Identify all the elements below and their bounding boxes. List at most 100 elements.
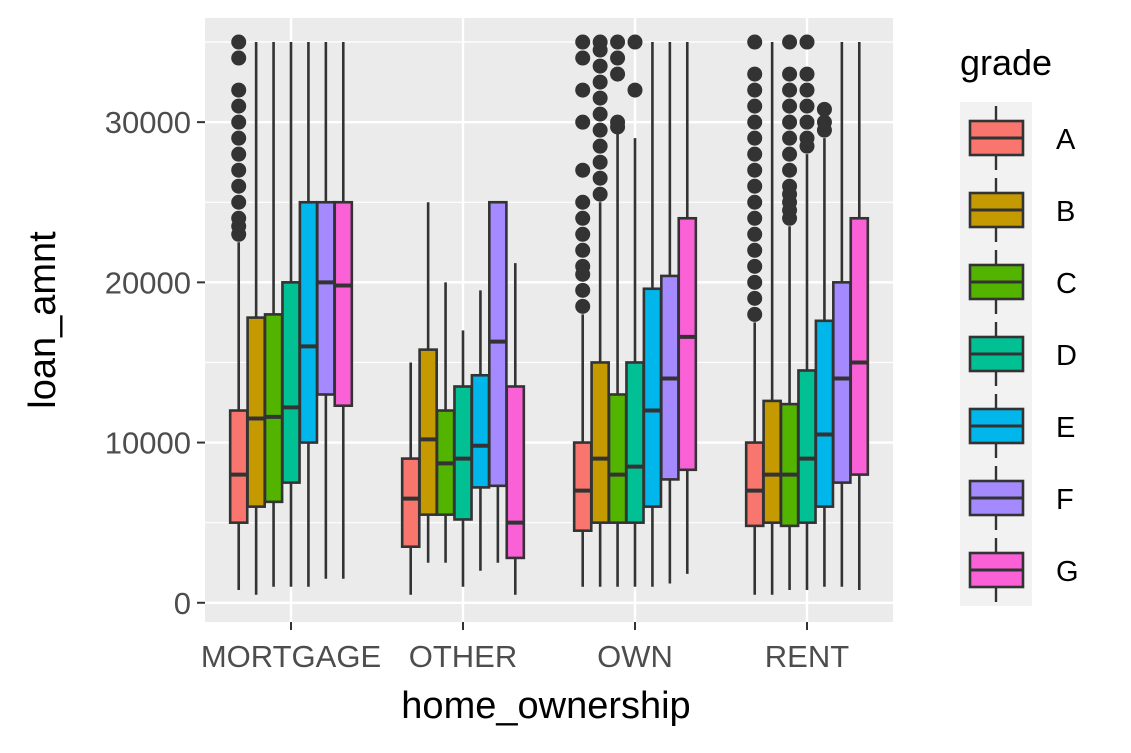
box-body <box>246 316 266 508</box>
legend-item-E: E <box>968 394 1075 458</box>
outlier-point <box>592 186 608 202</box>
legend-item-C: C <box>968 250 1077 314</box>
box-B-MORTGAGE <box>246 42 266 595</box>
outlier-point <box>747 34 763 50</box>
outlier-point <box>231 194 247 210</box>
y-axis: 0 10000 20000 30000 <box>105 105 205 621</box>
x-tick-label: RENT <box>765 639 849 674</box>
outlier-point <box>747 146 763 162</box>
box-G-OWN <box>677 42 698 574</box>
outlier-point <box>747 82 763 98</box>
legend-label: D <box>1056 340 1077 372</box>
y-tick-label: 20000 <box>105 265 191 300</box>
box-body <box>677 216 698 472</box>
outlier-point <box>575 298 591 314</box>
x-tick-label: MORTGAGE <box>201 639 381 674</box>
legend-items: A B C D E F G <box>968 106 1079 602</box>
box-F-OTHER <box>488 200 508 563</box>
outlier-point <box>592 34 608 50</box>
box-body <box>418 348 438 516</box>
outlier-point <box>592 154 608 170</box>
box-F-RENT <box>832 42 852 587</box>
outlier-point <box>747 98 763 114</box>
outlier-point <box>575 82 591 98</box>
outlier-point <box>610 50 626 66</box>
outlier-point <box>592 74 608 90</box>
outlier-point <box>782 34 798 50</box>
box-body <box>488 200 508 488</box>
outlier-point <box>231 114 247 130</box>
outlier-point <box>627 34 643 50</box>
outlier-point <box>782 146 798 162</box>
y-tick-label: 10000 <box>105 426 191 461</box>
outlier-point <box>592 106 608 122</box>
outlier-point <box>592 58 608 74</box>
outlier-point <box>575 114 591 130</box>
outlier-point <box>592 122 608 138</box>
outlier-point <box>747 306 763 322</box>
outlier-point <box>816 114 832 130</box>
outlier-point <box>799 130 815 146</box>
box-D-OTHER <box>453 330 473 587</box>
box-E-RENT <box>814 101 835 587</box>
outlier-point <box>592 170 608 186</box>
outlier-point <box>747 178 763 194</box>
box-G-MORTGAGE <box>333 42 354 579</box>
outlier-point <box>782 130 798 146</box>
box-E-OTHER <box>470 290 491 571</box>
outlier-point <box>575 242 591 258</box>
x-axis-title: home_ownership <box>401 685 690 727</box>
box-body <box>642 287 663 508</box>
box-G-RENT <box>849 42 870 590</box>
box-body <box>298 200 319 444</box>
box-layer <box>228 34 870 595</box>
box-body <box>505 385 526 560</box>
outlier-point <box>747 114 763 130</box>
outlier-point <box>592 90 608 106</box>
outlier-point <box>799 66 815 82</box>
outlier-point <box>231 146 247 162</box>
box-body <box>797 369 817 524</box>
outlier-point <box>782 82 798 98</box>
outlier-point <box>592 138 608 154</box>
box-body <box>453 385 473 521</box>
box-D-OWN <box>625 34 645 587</box>
outlier-point <box>747 210 763 226</box>
box-A-OTHER <box>400 362 421 595</box>
box-C-MORTGAGE <box>263 42 284 587</box>
outlier-point <box>782 114 798 130</box>
outlier-point <box>231 178 247 194</box>
outlier-point <box>782 66 798 82</box>
outlier-point <box>747 130 763 146</box>
legend-label: E <box>1056 412 1075 444</box>
box-body <box>400 457 421 549</box>
box-body <box>572 441 593 532</box>
outlier-point <box>816 101 832 117</box>
outlier-point <box>799 82 815 98</box>
box-body <box>849 216 870 476</box>
x-tick-label: OTHER <box>409 639 518 674</box>
legend-item-G: G <box>968 538 1079 602</box>
outlier-point <box>231 210 247 226</box>
outlier-point <box>575 258 591 274</box>
box-body <box>470 373 491 489</box>
outlier-point <box>575 34 591 50</box>
box-body <box>744 441 765 528</box>
box-body <box>832 281 852 484</box>
box-C-OWN <box>607 34 628 587</box>
x-axis: MORTGAGE OTHER OWN RENT <box>201 622 849 674</box>
x-tick-label: OWN <box>597 639 673 674</box>
box-B-RENT <box>762 42 782 595</box>
outlier-point <box>231 98 247 114</box>
box-body <box>762 399 782 524</box>
box-body <box>779 402 800 528</box>
outlier-point <box>782 162 798 178</box>
outlier-point <box>231 34 247 50</box>
box-body <box>333 200 354 408</box>
box-C-OTHER <box>435 282 456 563</box>
outlier-point <box>231 130 247 146</box>
outlier-point <box>610 66 626 82</box>
box-B-OWN <box>590 34 610 587</box>
legend-label: F <box>1056 484 1074 516</box>
